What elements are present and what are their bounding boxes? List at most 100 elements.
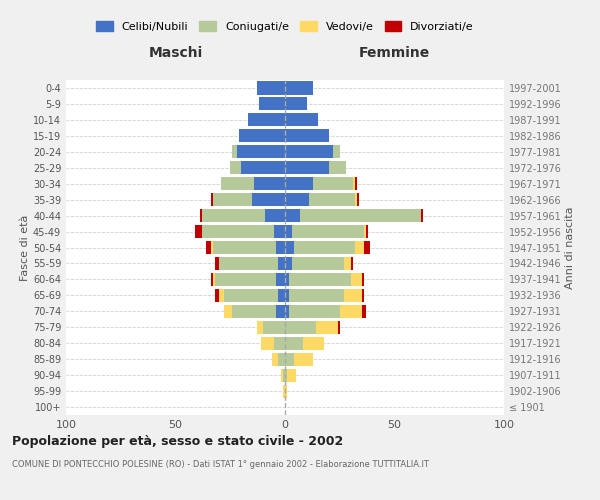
Legend: Celibi/Nubili, Coniugati/e, Vedovi/e, Divorziati/e: Celibi/Nubili, Coniugati/e, Vedovi/e, Di…: [94, 18, 476, 34]
Bar: [278, 289, 285, 302]
Bar: [355, 241, 364, 254]
Bar: [355, 177, 357, 190]
Bar: [276, 305, 285, 318]
Text: COMUNE DI PONTECCHIO POLESINE (RO) - Dati ISTAT 1° gennaio 2002 - Elaborazione T: COMUNE DI PONTECCHIO POLESINE (RO) - Dat…: [12, 460, 429, 469]
Bar: [285, 384, 287, 398]
Bar: [248, 114, 285, 126]
Bar: [287, 368, 296, 382]
Bar: [276, 273, 285, 286]
Bar: [285, 193, 309, 206]
Bar: [329, 161, 346, 174]
Bar: [366, 225, 368, 238]
Bar: [285, 145, 333, 158]
Bar: [239, 130, 285, 142]
Bar: [211, 193, 213, 206]
Bar: [285, 352, 294, 366]
Bar: [257, 320, 263, 334]
Bar: [285, 98, 307, 110]
Bar: [215, 289, 220, 302]
Bar: [215, 257, 220, 270]
Bar: [292, 225, 364, 238]
Bar: [285, 161, 329, 174]
Bar: [272, 352, 278, 366]
Bar: [241, 161, 285, 174]
Bar: [274, 225, 285, 238]
Bar: [213, 273, 215, 286]
Bar: [206, 241, 211, 254]
Bar: [281, 368, 283, 382]
Bar: [202, 209, 265, 222]
Bar: [221, 177, 254, 190]
Bar: [285, 241, 294, 254]
Bar: [224, 289, 278, 302]
Y-axis label: Anni di nascita: Anni di nascita: [565, 206, 575, 289]
Bar: [333, 145, 340, 158]
Bar: [285, 336, 302, 350]
Bar: [350, 257, 353, 270]
Bar: [289, 305, 340, 318]
Text: Femmine: Femmine: [359, 46, 430, 60]
Bar: [285, 177, 313, 190]
Bar: [285, 368, 287, 382]
Bar: [285, 273, 289, 286]
Bar: [232, 145, 237, 158]
Bar: [285, 130, 329, 142]
Bar: [285, 209, 301, 222]
Bar: [285, 82, 313, 94]
Bar: [211, 241, 213, 254]
Bar: [285, 257, 292, 270]
Bar: [340, 305, 362, 318]
Bar: [357, 193, 359, 206]
Bar: [289, 273, 350, 286]
Text: Popolazione per età, sesso e stato civile - 2002: Popolazione per età, sesso e stato civil…: [12, 435, 343, 448]
Bar: [252, 193, 285, 206]
Bar: [232, 305, 276, 318]
Bar: [278, 257, 285, 270]
Bar: [195, 225, 202, 238]
Bar: [215, 273, 276, 286]
Bar: [285, 225, 292, 238]
Bar: [276, 241, 285, 254]
Bar: [230, 161, 241, 174]
Bar: [283, 368, 285, 382]
Bar: [355, 193, 357, 206]
Bar: [263, 320, 285, 334]
Bar: [224, 305, 232, 318]
Bar: [344, 257, 350, 270]
Bar: [294, 241, 355, 254]
Bar: [421, 209, 423, 222]
Bar: [285, 289, 289, 302]
Bar: [364, 225, 366, 238]
Bar: [200, 209, 202, 222]
Bar: [362, 273, 364, 286]
Bar: [294, 352, 313, 366]
Bar: [364, 241, 370, 254]
Bar: [344, 289, 362, 302]
Bar: [353, 177, 355, 190]
Bar: [211, 273, 213, 286]
Bar: [285, 114, 318, 126]
Bar: [292, 257, 344, 270]
Bar: [285, 320, 316, 334]
Y-axis label: Fasce di età: Fasce di età: [20, 214, 30, 280]
Bar: [338, 320, 340, 334]
Bar: [362, 305, 366, 318]
Bar: [261, 336, 274, 350]
Bar: [257, 82, 285, 94]
Bar: [259, 98, 285, 110]
Bar: [278, 352, 285, 366]
Bar: [362, 289, 364, 302]
Bar: [301, 209, 421, 222]
Bar: [274, 336, 285, 350]
Bar: [316, 320, 338, 334]
Bar: [202, 225, 274, 238]
Bar: [302, 336, 325, 350]
Text: Maschi: Maschi: [148, 46, 203, 60]
Bar: [265, 209, 285, 222]
Bar: [213, 193, 252, 206]
Bar: [283, 384, 285, 398]
Bar: [220, 289, 224, 302]
Bar: [313, 177, 353, 190]
Bar: [289, 289, 344, 302]
Bar: [350, 273, 362, 286]
